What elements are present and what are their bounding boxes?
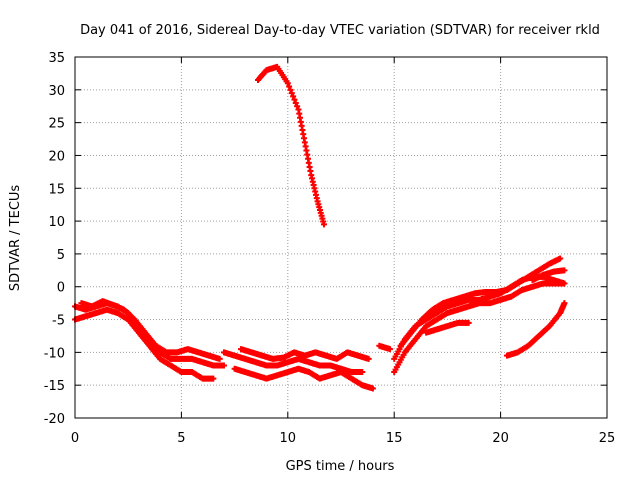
data-points [72,63,568,392]
data-point [286,83,293,90]
x-tick-label: 25 [599,431,616,446]
data-point [386,346,393,353]
x-tick-label: 15 [386,431,403,446]
chart-title: Day 041 of 2016, Sidereal Day-to-day VTE… [80,23,600,38]
y-tick-label: 0 [57,281,65,296]
y-tick-label: 10 [48,215,65,230]
data-point [284,80,291,87]
grid-lines [75,57,607,418]
data-point [287,86,294,93]
y-tick-label: 20 [48,149,65,164]
y-tick-label: 15 [48,182,65,197]
data-point [465,319,472,326]
y-tick-label: -10 [44,346,65,361]
data-point [292,99,299,106]
y-tick-label: -5 [52,314,65,329]
data-point [561,267,568,274]
data-point [291,96,298,103]
x-tick-label: 10 [280,431,297,446]
series-track-k [397,255,564,349]
y-axis-label: SDTVAR / TECUs [8,185,23,292]
series-track-b [72,306,217,382]
axis-ticks: 0 5 10 15 20 25 35 30 25 20 15 10 5 0 -5 -10 -15 -20 [44,51,616,446]
x-tick-label: 5 [177,431,185,446]
series-track-h [376,342,393,353]
data-point [288,90,295,97]
data-point [359,369,366,376]
y-tick-label: -15 [44,379,65,394]
series-track-m [503,300,568,359]
y-tick-label: 25 [48,117,65,132]
data-point [220,362,227,369]
y-tick-label: 30 [48,84,65,99]
series-track-d [220,349,366,376]
data-point [557,255,564,262]
series-track-n [529,267,568,284]
data-point [561,280,568,287]
data-point [365,355,372,362]
series-track-g [255,63,327,228]
data-point [369,385,376,392]
data-point [210,375,217,382]
x-tick-label: 20 [492,431,509,446]
series-track-c [78,298,223,362]
series-track-e [231,365,376,392]
y-tick-label: -20 [44,412,65,427]
data-point [290,93,297,100]
series-track-l [423,319,472,336]
series-track-j [391,280,568,376]
data-point [320,221,327,228]
x-tick-label: 0 [71,431,79,446]
series-track-f [237,346,372,362]
data-point [294,103,301,110]
data-point [216,355,223,362]
data-point [561,300,568,307]
y-tick-label: 5 [57,248,65,263]
plot-frame [74,56,608,419]
y-tick-label: 35 [48,51,65,66]
x-axis-label: GPS time / hours [286,459,395,474]
